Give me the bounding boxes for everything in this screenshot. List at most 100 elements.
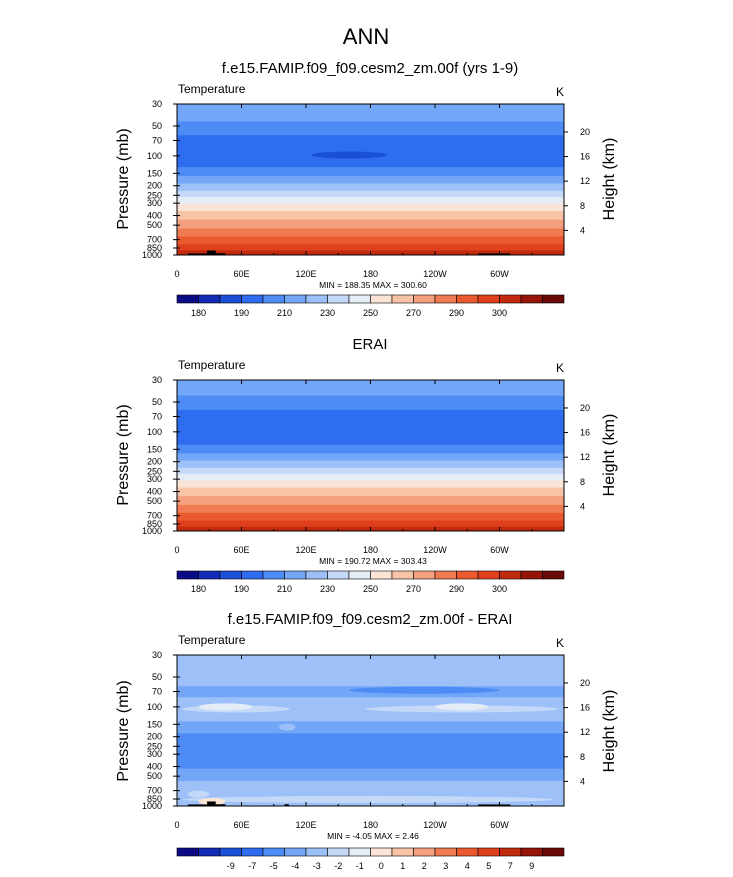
pressure-tick-label: 250 [147,741,162,751]
panel-3-y2-axis-title: Height (km) [601,690,618,773]
colorbar-label: 4 [465,861,470,871]
panel-3-terrain [284,804,289,806]
colorbar-swatch [327,847,350,857]
colorbar-swatch [305,294,328,304]
longitude-tick-label: 60W [490,269,509,279]
pressure-tick-label: 30 [152,99,162,109]
colorbar-swatch [370,847,393,857]
colorbar-swatch [198,847,221,857]
colorbar-swatch [219,294,242,304]
longitude-tick-label: 0 [174,820,179,830]
panel-2-band [177,467,564,475]
panel-1-terrain [215,253,226,255]
colorbar-swatch [520,847,543,857]
longitude-tick-label: 60W [490,820,509,830]
panel-1-terrain [478,253,511,255]
panel-1-y2-axis-title: Height (km) [601,138,618,221]
height-tick-label: 8 [580,752,585,762]
longitude-tick-label: 0 [174,269,179,279]
panel-2-band [177,512,564,522]
height-tick-label: 20 [580,678,590,688]
longitude-tick-label: 60E [233,269,249,279]
panel-2-band [177,380,564,397]
panel-2: ERAI Temperature K Pressure (mb) Height … [115,336,618,594]
panel-2-band [177,395,564,411]
height-tick-label: 16 [580,428,590,438]
colorbar-label: -3 [313,861,321,871]
panel-1-title: f.e15.FAMIP.f09_f09.cesm2_zm.00f (yrs 1-… [222,60,519,77]
pressure-tick-label: 400 [147,211,162,221]
colorbar-swatch [391,294,414,304]
colorbar-label: 9 [529,861,534,871]
colorbar-swatch [348,294,371,304]
height-tick-label: 8 [580,201,585,211]
panel-3-y-axis-title: Pressure (mb) [115,680,132,781]
pressure-tick-label: 100 [147,151,162,161]
colorbar-swatch [241,847,264,857]
pressure-tick-label: 700 [147,511,162,521]
colorbar-swatch [348,570,371,580]
colorbar-swatch [413,570,436,580]
pressure-tick-label: 100 [147,702,162,712]
pressure-tick-label: 850 [147,794,162,804]
colorbar-swatch [176,570,199,580]
colorbar-swatch [284,570,307,580]
pressure-tick-label: 300 [147,749,162,759]
colorbar-swatch [456,847,479,857]
panel-2-colorbar: 180 190 210 230 250 270 290 300 [176,570,565,594]
pressure-tick-label: 70 [152,135,162,145]
longitude-tick-label: 180 [363,545,378,555]
pressure-tick-label: 150 [147,444,162,454]
colorbar-swatch [219,570,242,580]
colorbar-swatch [305,570,328,580]
colorbar-label: 3 [443,861,448,871]
colorbar-swatch [499,847,522,857]
colorbar-swatch [434,294,457,304]
panel-2-band [177,504,564,514]
panel-2-band [177,496,564,506]
panel-3-terrain [187,804,208,806]
colorbar-swatch [520,570,543,580]
panel-1-band [177,190,564,198]
pressure-tick-label: 50 [152,672,162,682]
pressure-tick-label: 150 [147,719,162,729]
panel-3: f.e15.FAMIP.f09_f09.cesm2_zm.00f - ERAI … [115,611,618,871]
longitude-tick-label: 60E [233,820,249,830]
colorbar-swatch [413,847,436,857]
colorbar-label: -7 [248,861,256,871]
panel-1: f.e15.FAMIP.f09_f09.cesm2_zm.00f (yrs 1-… [115,60,618,318]
colorbar-swatch [262,570,285,580]
colorbar-label: 2 [422,861,427,871]
colorbar-swatch [348,847,371,857]
panel-3-colorbar: -9 -7 -5 -4 -3 -2 -1 0 1 2 3 4 5 7 9 [176,847,565,871]
panel-1-minmax: MIN = 188.35 MAX = 300.60 [319,280,427,290]
panel-3-minmax: MIN = -4.05 MAX = 2.46 [327,831,419,841]
panel-2-minmax: MIN = 190.72 MAX = 303.43 [319,556,427,566]
colorbar-swatch [542,847,565,857]
colorbar-swatch [477,570,500,580]
longitude-tick-label: 120W [423,269,447,279]
panel-3-contour-feature [435,703,489,711]
panel-1-band [177,121,564,136]
pressure-tick-label: 1000 [142,250,162,260]
pressure-tick-label: 70 [152,411,162,421]
panel-2-y2-axis-title: Height (km) [601,414,618,497]
colorbar-swatch [391,570,414,580]
main-title: ANN [343,24,389,49]
colorbar-swatch [284,294,307,304]
pressure-tick-label: 30 [152,650,162,660]
colorbar-label: 270 [406,308,421,318]
colorbar-label: -4 [291,861,299,871]
longitude-tick-label: 60E [233,545,249,555]
panel-3-band [177,768,564,782]
colorbar-label: 210 [277,584,292,594]
height-tick-label: 8 [580,477,585,487]
height-tick-label: 12 [580,452,590,462]
panel-1-band [177,244,564,251]
colorbar-label: 230 [320,308,335,318]
colorbar-label: -2 [334,861,342,871]
